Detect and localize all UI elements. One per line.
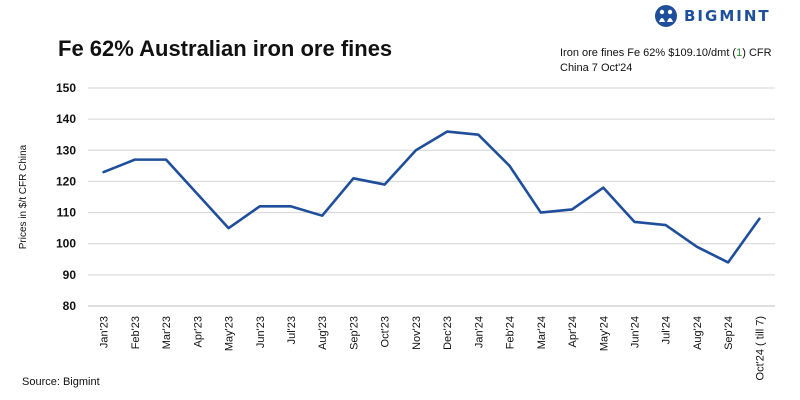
x-tick-label: Dec'23 [442,316,454,350]
y-axis-label: Prices in $/t CFR China [18,144,29,249]
x-tick-label: Apr'24 [567,316,579,347]
x-tick-label: Jun'24 [629,316,641,348]
x-tick-label: Feb'23 [130,316,142,349]
y-tick-label: 100 [56,237,76,251]
x-tick-label: Mar'23 [161,316,173,349]
y-tick-label: 120 [56,174,76,188]
brand-logo: BIGMINT [654,4,771,28]
x-tick-label: Jun'23 [255,316,267,348]
x-tick-label: Jul'24 [661,316,673,344]
x-tick-label: Sep'24 [723,316,735,350]
x-tick-label: Oct'23 [380,316,392,347]
x-tick-label: May'24 [598,316,610,351]
price-note-prefix: Iron ore fines Fe 62% $109.10/dmt ( [560,47,737,59]
x-tick-label: Jan'24 [473,316,485,348]
y-tick-label: 80 [63,299,77,313]
x-tick-label: Aug'24 [692,316,704,350]
x-tick-label: Aug'23 [317,316,329,350]
x-tick-label: Feb'24 [505,316,517,349]
chart-title: Fe 62% Australian iron ore fines [58,36,393,61]
x-tick-label: May'23 [224,316,236,351]
x-tick-label: Sep'23 [348,316,360,350]
y-tick-label: 150 [56,81,76,95]
price-change: 1 [736,47,743,59]
x-tick-label: Apr'23 [192,316,204,347]
x-tick-label: Jan'23 [99,316,111,348]
x-tick-label: Jul'23 [286,316,298,344]
x-tick-label: Nov'23 [411,316,423,350]
x-tick-label: Oct'24 ( till 7) [754,316,766,380]
y-tick-label: 90 [63,268,77,282]
y-tick-label: 140 [56,112,76,126]
price-note: Iron ore fines Fe 62% $109.10/dmt (1) CF… [560,46,790,76]
price-note-suffix: ) CFR China 7 Oct'24 [560,47,772,74]
people-globe-icon [655,5,677,27]
y-tick-label: 130 [56,143,76,157]
brand-name: BIGMINT [684,7,771,25]
y-tick-label: 110 [57,206,77,220]
source-note: Source: Bigmint [22,376,100,388]
series-line [102,130,761,264]
x-tick-label: Mar'24 [536,316,548,349]
